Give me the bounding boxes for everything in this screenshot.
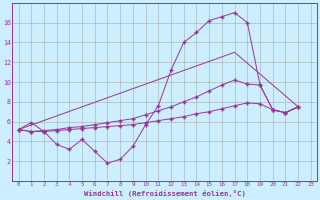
X-axis label: Windchill (Refroidissement éolien,°C): Windchill (Refroidissement éolien,°C) bbox=[84, 190, 246, 197]
